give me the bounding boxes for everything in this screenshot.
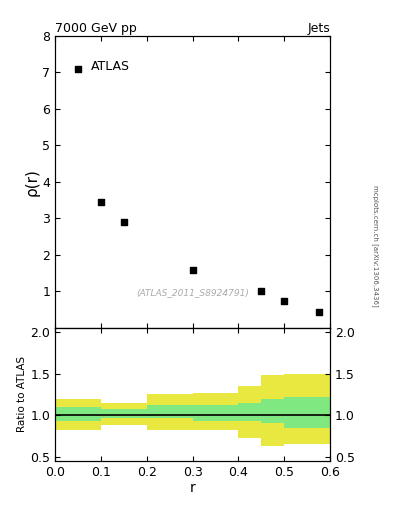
Text: (ATLAS_2011_S8924791): (ATLAS_2011_S8924791) [136,288,249,297]
Text: mcplots.cern.ch [arXiv:1306.3436]: mcplots.cern.ch [arXiv:1306.3436] [372,185,379,307]
Text: ATLAS: ATLAS [91,60,130,73]
Text: Jets: Jets [307,22,330,35]
Text: 7000 GeV pp: 7000 GeV pp [55,22,137,35]
Point [75,65,81,73]
Y-axis label: Ratio to ATLAS: Ratio to ATLAS [17,356,28,433]
Y-axis label: ρ(r): ρ(r) [24,168,39,196]
Point [121,218,127,226]
Point [189,265,196,273]
Point [258,287,264,295]
X-axis label: r: r [190,481,195,496]
Point [98,198,104,206]
Point [316,308,322,316]
Point [281,296,287,305]
Point [84,65,90,73]
